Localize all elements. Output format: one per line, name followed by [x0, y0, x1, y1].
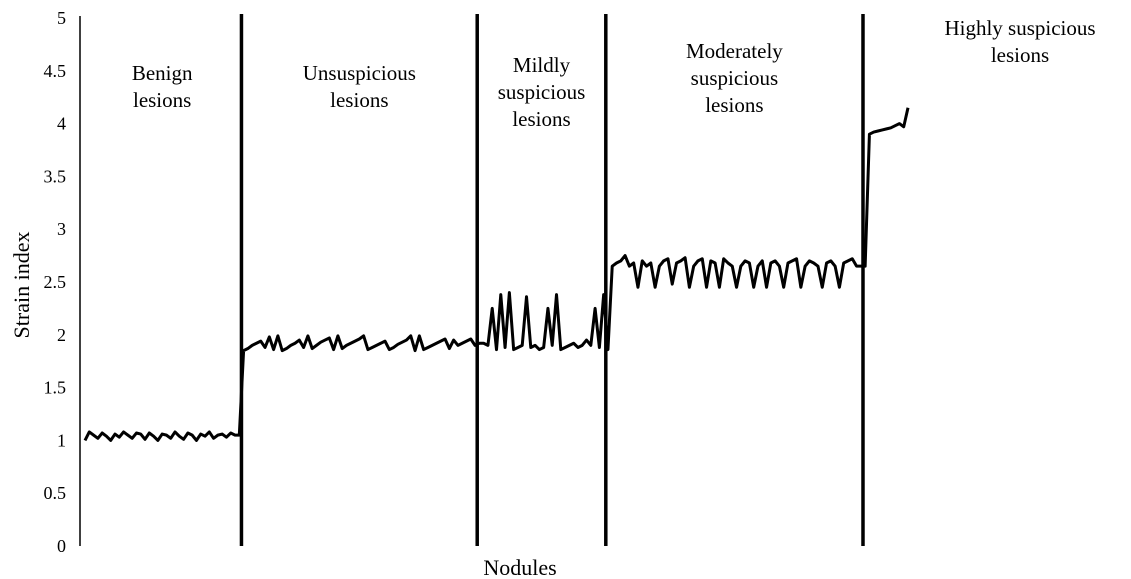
region-labels: Benign lesions Unsuspicious lesions Mildly su…: [132, 16, 1096, 131]
x-axis-label: Nodules: [483, 555, 556, 579]
region-label-line: Highly suspicious: [944, 16, 1095, 40]
region-label: Mildly suspicious lesions: [498, 53, 586, 131]
y-tick-label: 4: [57, 114, 66, 134]
y-tick-label: 0: [57, 536, 66, 556]
region-label-line: lesions: [705, 93, 763, 117]
y-tick-label: 3.5: [44, 166, 67, 186]
region-label-line: lesions: [133, 88, 191, 112]
region-label: Unsuspicious lesions: [303, 61, 416, 112]
region-label-line: lesions: [330, 88, 388, 112]
region-label-line: suspicious: [691, 66, 779, 90]
series-group: [83, 107, 910, 442]
region-label-line: Unsuspicious: [303, 61, 416, 85]
region-label-line: lesions: [991, 43, 1049, 67]
y-axis-ticks: 0 0.5 1 1.5 2 2.5 3 3.5 4 4.5 5: [44, 8, 81, 556]
y-tick-label: 0.5: [44, 483, 67, 503]
region-label-line: Benign: [132, 61, 193, 85]
y-axis-label: Strain index: [9, 232, 34, 339]
region-label-line: Mildly: [513, 53, 571, 77]
y-tick-label: 2.5: [44, 272, 67, 292]
y-tick-label: 4.5: [44, 61, 67, 81]
y-tick-label: 3: [57, 219, 66, 239]
region-label: Benign lesions: [132, 61, 193, 112]
series-line: [83, 107, 910, 442]
region-label: Highly suspicious lesions: [944, 16, 1095, 67]
region-label-line: suspicious: [498, 80, 586, 104]
region-label: Moderately suspicious lesions: [686, 39, 783, 117]
y-tick-label: 5: [57, 8, 66, 28]
y-tick-label: 1.5: [44, 378, 67, 398]
region-label-line: lesions: [512, 107, 570, 131]
region-label-line: Moderately: [686, 39, 783, 63]
y-tick-label: 2: [57, 325, 66, 345]
region-dividers: [239, 14, 865, 546]
y-tick-label: 1: [57, 430, 66, 450]
